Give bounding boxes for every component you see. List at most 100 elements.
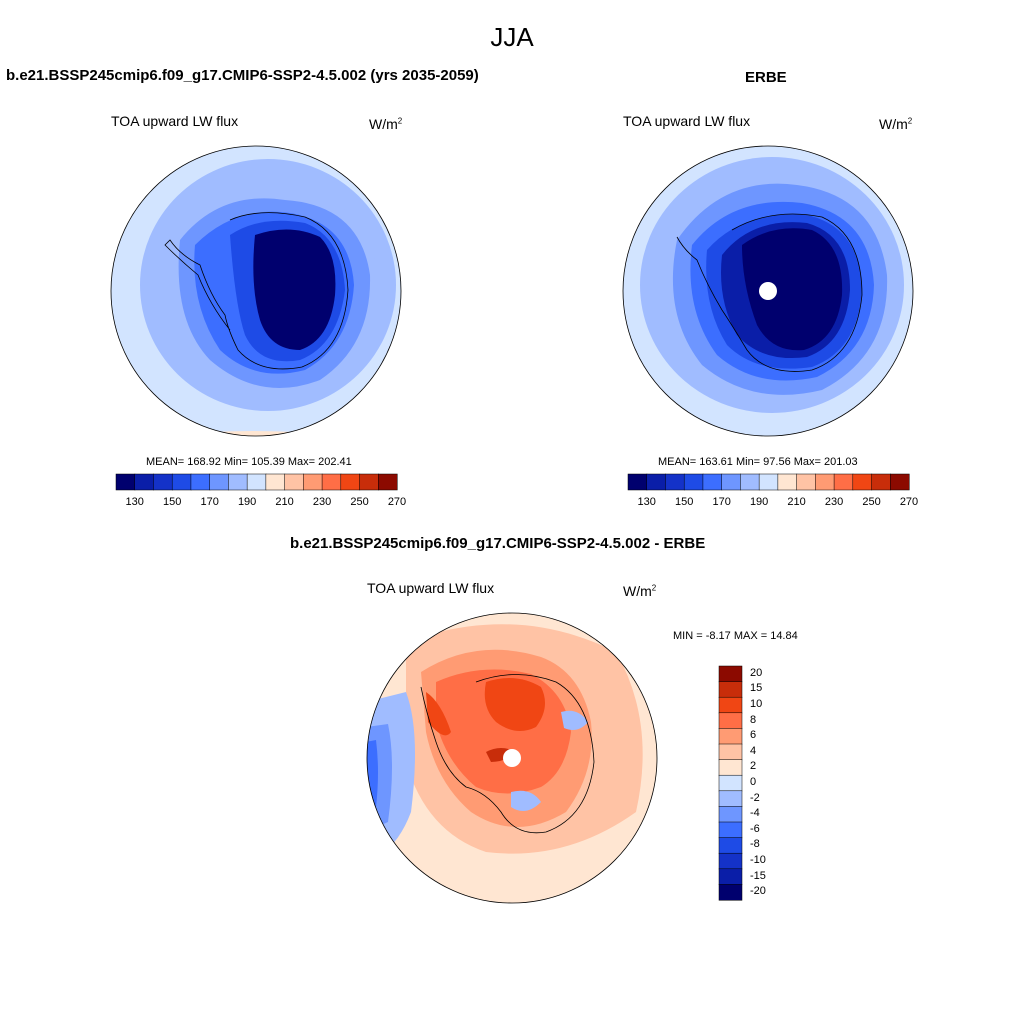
colorbar-tick-label: 20 [750,666,763,679]
colorbar-swatch [190,473,211,491]
colorbar-tick-label: 150 [675,496,694,508]
panel-1-polar-map [110,145,402,437]
figure-title: JJA [490,22,534,52]
colorbar-tick-label: -15 [750,869,766,882]
colorbar-tick-label: 170 [712,496,731,508]
diff-field-8-10-peninsula [426,692,451,736]
colorbar-swatch [833,473,854,491]
colorbar-swatch [758,473,779,491]
colorbar-tick-label: 15 [750,682,763,695]
colorbar-swatch [627,473,648,491]
colorbar-swatch [740,473,760,491]
colorbar-swatch [115,473,136,491]
colorbar-swatch [718,712,743,729]
colorbar-swatch [718,696,743,714]
panel-2-colorbar [627,473,910,491]
colorbar-tick-label: 4 [750,744,757,757]
pole-missing-data [503,749,521,767]
panel-3-units-label: W/m2 [623,583,657,599]
colorbar-swatch [718,790,743,807]
pole-missing-data [759,282,777,300]
antarctic-coastline [164,212,349,370]
map-boundary-circle [110,145,402,437]
colorbar-tick-label: 10 [750,698,763,710]
colorbar-swatch [303,473,323,491]
map-field-130 [253,229,336,350]
colorbar-tick-label: 270 [387,496,407,508]
colorbar-swatch [153,473,173,491]
panel-1-variable-label: TOA upward LW flux [111,113,239,129]
colorbar-swatch [246,473,267,491]
colorbar-tick-label: 190 [237,496,257,508]
colorbar-tick-label: 8 [750,713,757,726]
colorbar-tick-label: 190 [749,496,769,508]
diff-field-neg2-east [561,710,588,730]
colorbar-swatch [815,473,835,491]
colorbar-tick-label: -8 [750,838,760,851]
colorbar-swatch [359,473,379,491]
colorbar-swatch [321,473,342,491]
colorbar-swatch [890,473,910,491]
colorbar-swatch [228,473,248,491]
panel-1-heading: b.e21.BSSP245cmip6.f09_g17.CMIP6-SSP2-4.… [6,67,479,84]
colorbar-tick-label: 230 [824,496,844,508]
colorbar-swatch [718,837,743,854]
panel-1-units-label: W/m2 [369,116,403,132]
panel-2-heading: ERBE [745,69,787,86]
map-field-130 [742,228,843,351]
diff-field-8-10 [484,678,545,731]
colorbar-tick-label: 130 [125,496,144,508]
colorbar-tick-label: 150 [163,496,182,508]
colorbar-swatch [718,759,743,776]
colorbar-swatch [702,473,723,491]
colorbar-tick-label: 270 [899,496,919,508]
colorbar-swatch [209,473,229,491]
colorbar-tick-label: -20 [750,885,766,898]
colorbar-tick-label: 250 [862,496,881,508]
colorbar-swatch [665,473,685,491]
colorbar-swatch [718,728,743,745]
panel-3-polar-map [366,612,658,904]
panel-2-units-label: W/m2 [879,116,913,132]
colorbar-tick-label: 250 [350,496,369,508]
colorbar-swatch [265,473,286,491]
colorbar-tick-label: 6 [750,729,757,742]
panel-2-variable-label: TOA upward LW flux [623,113,751,129]
colorbar-tick-label: -6 [750,822,760,835]
colorbar-tick-label: 210 [275,496,294,508]
colorbar-swatch [871,473,891,491]
panel-2-polar-map [622,145,914,437]
panel-1-colorbar [115,473,398,491]
colorbar-tick-label: 0 [750,776,757,788]
colorbar-swatch [718,868,743,885]
panel-3-heading: b.e21.BSSP245cmip6.f09_g17.CMIP6-SSP2-4.… [290,535,706,552]
colorbar-swatch [718,665,743,683]
colorbar-tick-label: 170 [200,496,219,508]
panel-3-stats: MIN = -8.17 MAX = 14.84 [673,630,798,642]
map-boundary-circle [366,612,658,904]
colorbar-tick-label: 230 [312,496,332,508]
colorbar-tick-label: 130 [637,496,656,508]
colorbar-tick-label: 210 [787,496,806,508]
colorbar-swatch [284,473,304,491]
colorbar-swatch [718,821,743,839]
colorbar-tick-label: 2 [750,760,757,773]
colorbar-swatch [646,473,667,491]
antarctic-coastline [676,213,863,372]
colorbar-swatch [378,473,398,491]
colorbar-tick-label: -4 [750,807,760,820]
colorbar-swatch [718,774,743,792]
colorbar-tick-label: -2 [750,791,760,804]
panel-2-stats: MEAN= 163.61 Min= 97.56 Max= 201.03 [658,456,858,468]
colorbar-swatch [134,473,155,491]
panel-3-colorbar [718,665,743,901]
colorbar-swatch [718,852,743,870]
colorbar-swatch [852,473,873,491]
colorbar-tick-label: -10 [750,854,766,866]
diff-field-neg2-ross [511,790,541,811]
colorbar-swatch [796,473,816,491]
colorbar-swatch [718,681,743,698]
colorbar-swatch [718,743,743,761]
colorbar-swatch [718,884,743,901]
antarctic-coastline [420,674,595,834]
